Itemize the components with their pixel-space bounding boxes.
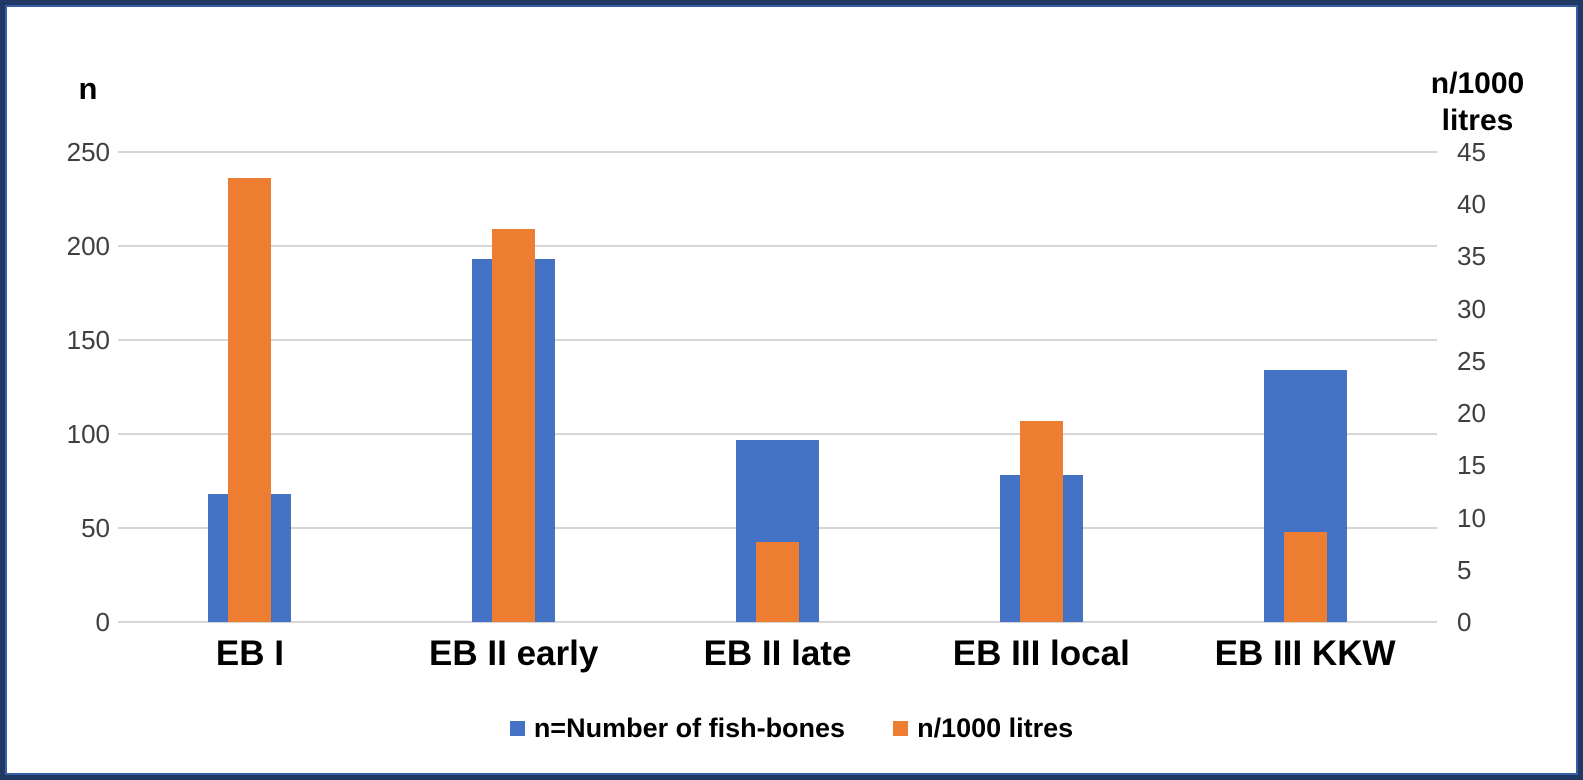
left-tick-250: 250	[66, 137, 110, 167]
left-tick-150: 150	[66, 325, 110, 355]
right-axis-title-line2: litres	[1441, 104, 1514, 137]
bar-n-per-1000l-eb-iii-kkw	[1283, 532, 1327, 622]
bar-n-per-1000l-eb-ii-late	[756, 541, 799, 622]
legend-swatch-icon	[509, 721, 525, 736]
right-tick-10: 10	[1457, 502, 1486, 533]
legend-swatch-icon	[893, 721, 909, 736]
right-tick-35: 35	[1457, 241, 1486, 272]
right-axis-ticks: 0 5 10 15 20 25 30 35 40 45	[1457, 139, 1527, 635]
left-tick-100: 100	[66, 419, 110, 449]
right-axis-title-line1: n/1000	[1430, 67, 1525, 100]
category-label-eb-iii-local: EB III local	[952, 634, 1130, 673]
bar-n-per-1000l-eb-ii-early	[492, 229, 536, 622]
left-tick-200: 200	[66, 231, 110, 261]
right-tick-5: 5	[1457, 554, 1472, 585]
left-tick-0: 0	[95, 607, 110, 637]
gridline-0	[118, 621, 1437, 623]
gridline-200	[118, 245, 1437, 247]
right-tick-0: 0	[1457, 607, 1472, 637]
plot-area	[118, 151, 1437, 623]
right-tick-45: 45	[1457, 137, 1486, 167]
legend-label: n/1000 litres	[917, 713, 1074, 743]
right-tick-30: 30	[1457, 293, 1486, 324]
category-axis: EB I EB II early EB II late EB III local EB …	[118, 634, 1437, 680]
left-axis-title: n	[78, 71, 98, 106]
legend-label: n=Number of fish-bones	[533, 713, 846, 743]
left-axis-ticks: 0 50 100 150 200 250	[35, 139, 110, 635]
legend-entry-fish-bones: n=Number of fish-bones	[509, 713, 846, 744]
gridline-250	[118, 151, 1437, 153]
gridline-100	[118, 433, 1437, 435]
legend-entry-per-1000-litres: n/1000 litres	[893, 713, 1073, 744]
legend: n=Number of fish-bones n/1000 litres	[5, 713, 1578, 744]
gridline-150	[118, 339, 1437, 341]
left-tick-50: 50	[81, 513, 110, 543]
category-label-eb-iii-kkw: EB III KKW	[1214, 634, 1396, 673]
right-tick-25: 25	[1457, 345, 1486, 376]
right-tick-15: 15	[1457, 450, 1486, 481]
right-axis-title: n/1000 litres	[1400, 65, 1555, 139]
bar-n-per-1000l-eb-i	[228, 178, 272, 622]
category-label-eb-ii-late: EB II late	[703, 634, 852, 673]
right-tick-40: 40	[1457, 189, 1486, 220]
bar-n-per-1000l-eb-iii-local	[1019, 421, 1063, 622]
category-label-eb-ii-early: EB II early	[429, 634, 599, 673]
right-tick-20: 20	[1457, 398, 1486, 429]
category-label-eb-i: EB I	[215, 634, 284, 673]
